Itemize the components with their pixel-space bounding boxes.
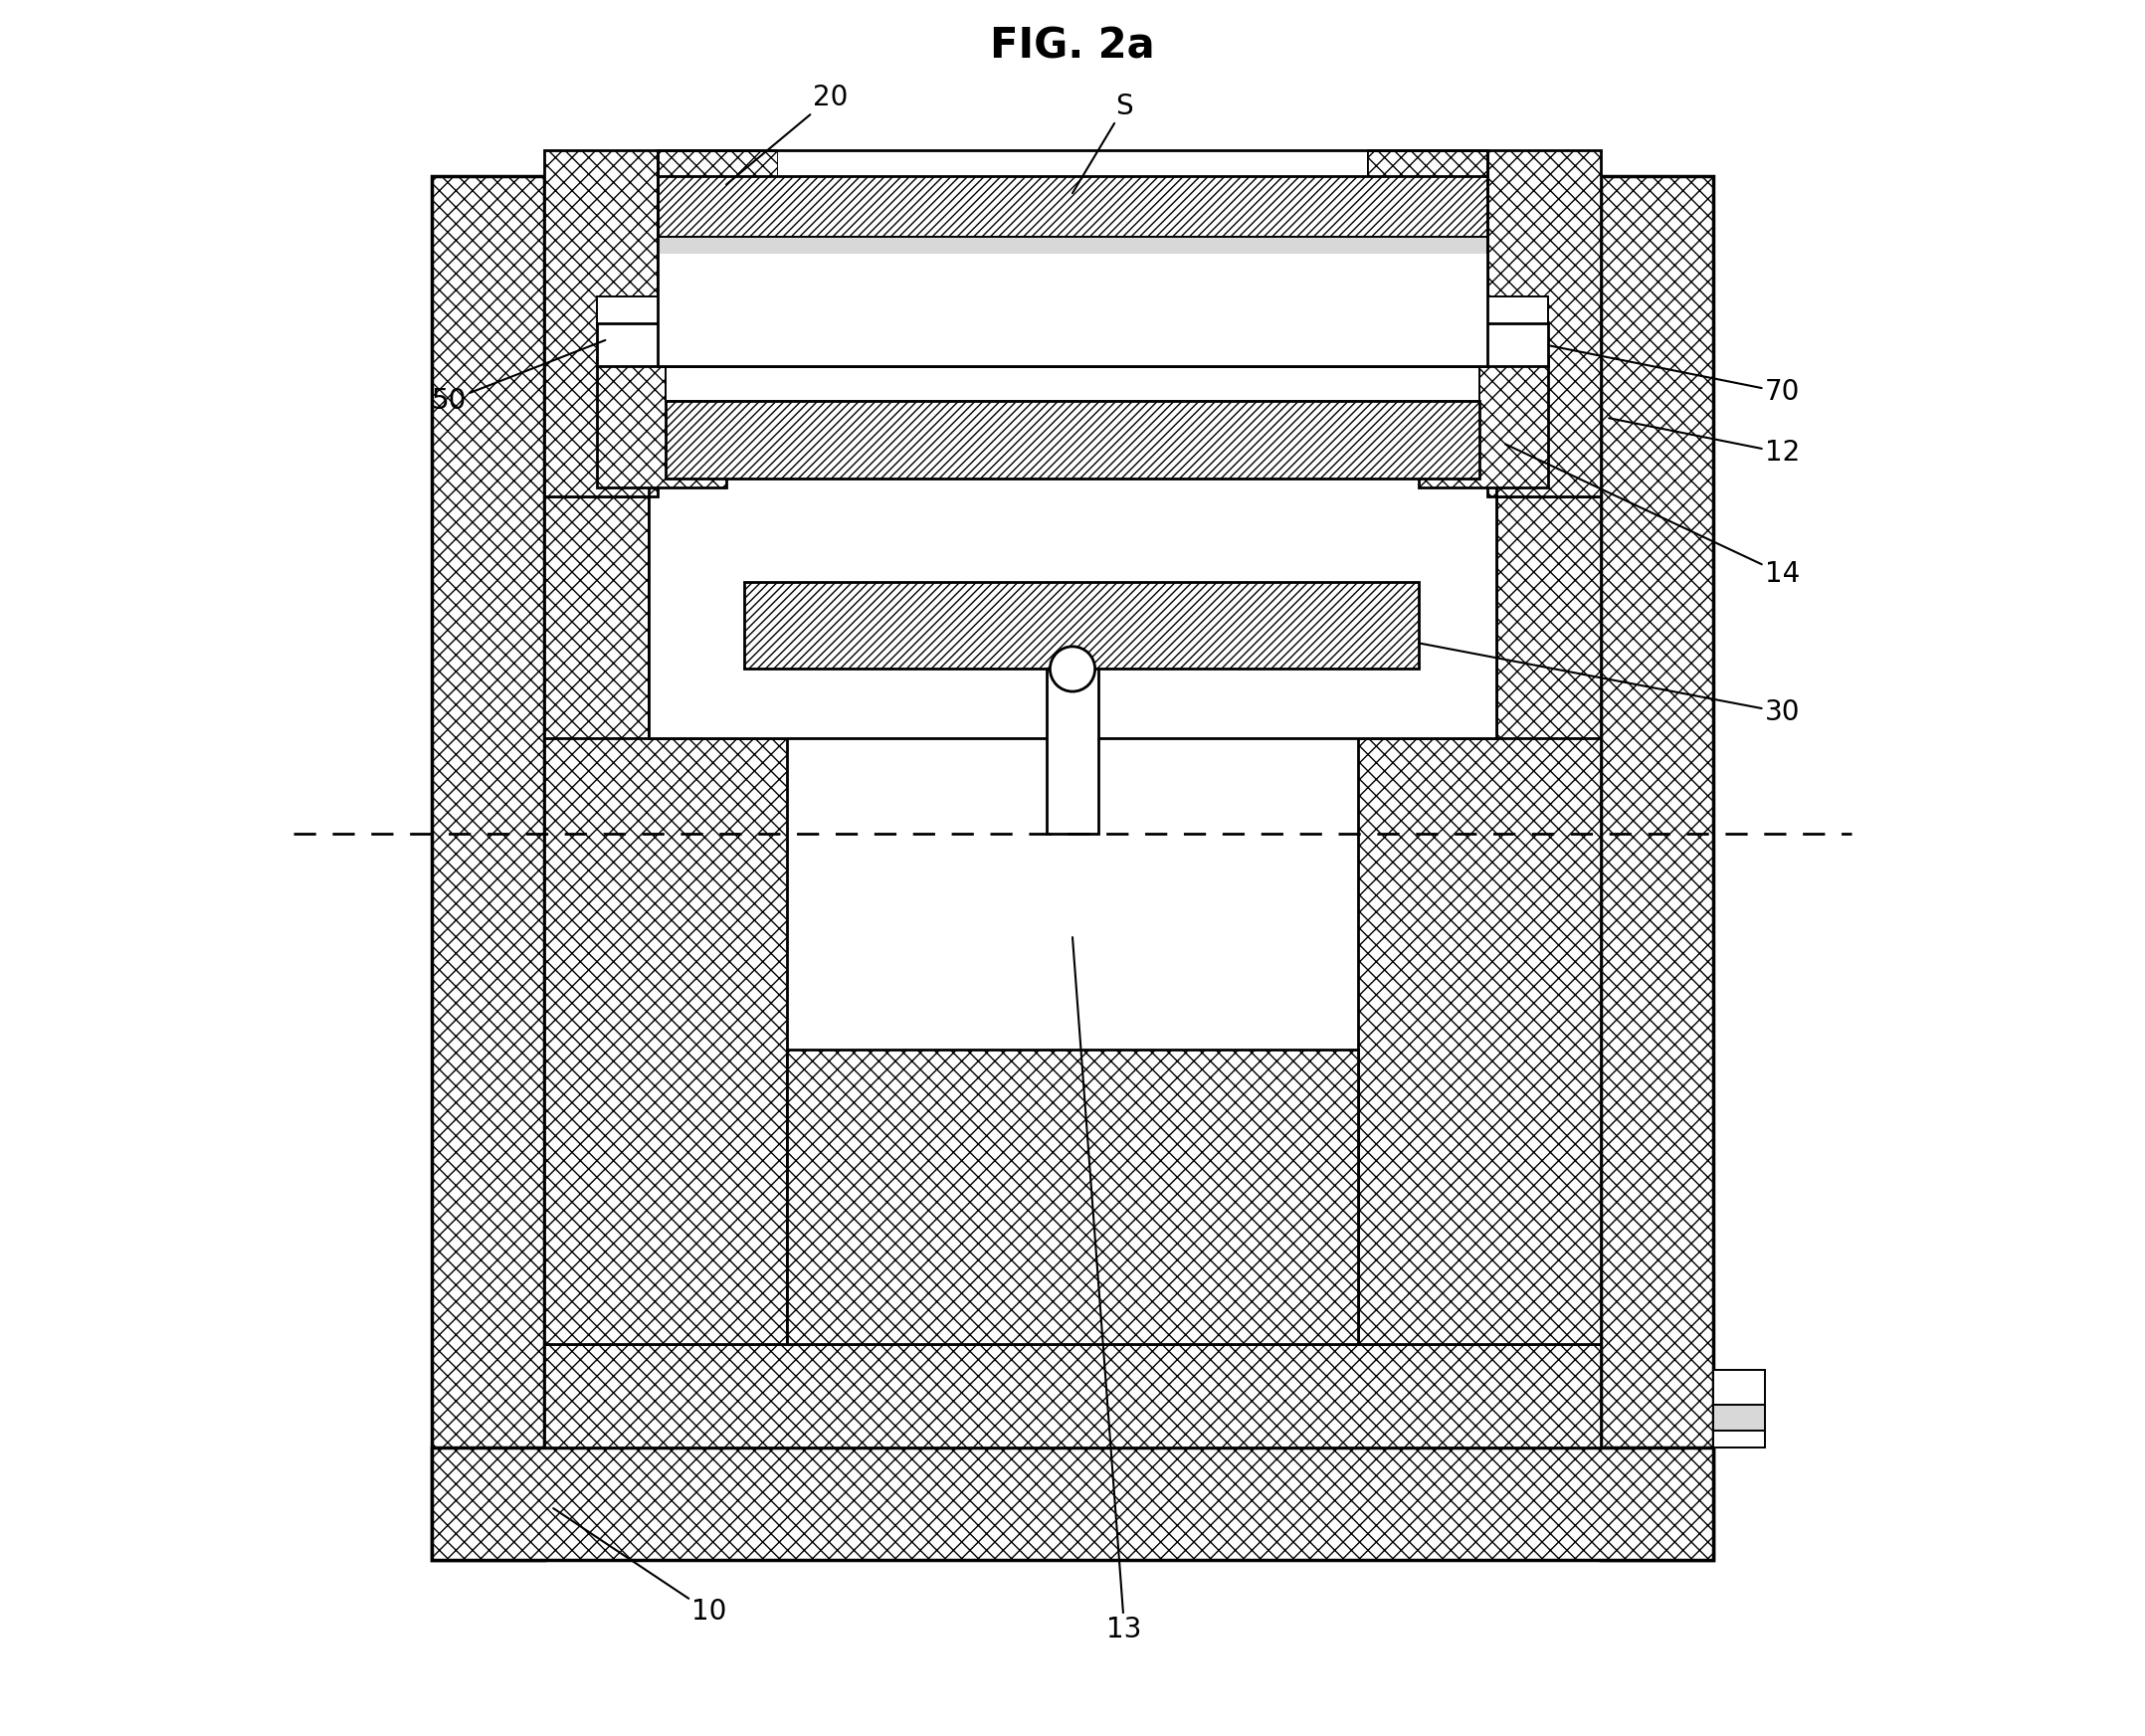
Bar (1489, 149, 1600, 496)
Bar (1366, 149, 1489, 288)
Bar (744, 583, 1418, 668)
Circle shape (1051, 646, 1094, 691)
Bar (656, 175, 1489, 236)
Bar (656, 236, 1489, 262)
Text: 20: 20 (727, 83, 847, 184)
Bar (545, 149, 656, 496)
Bar (1600, 175, 1714, 1561)
Text: 70: 70 (1549, 345, 1800, 406)
Text: S: S (1072, 92, 1133, 193)
Bar (665, 401, 1480, 479)
Bar (665, 366, 1480, 401)
Bar (431, 1448, 1714, 1561)
Bar (596, 323, 1549, 366)
Bar (656, 149, 779, 288)
Text: 50: 50 (431, 340, 605, 415)
Bar (1418, 358, 1549, 488)
Text: 14: 14 (1506, 444, 1800, 589)
Bar (596, 358, 727, 488)
Bar (779, 141, 1366, 236)
Bar (1497, 496, 1600, 1448)
Bar (656, 253, 1489, 366)
Bar (545, 1344, 1600, 1448)
Bar (1714, 1404, 1765, 1430)
Bar (1047, 668, 1098, 833)
Bar (648, 488, 1497, 738)
Text: FIG. 2a: FIG. 2a (991, 24, 1154, 68)
Bar (1714, 1370, 1765, 1448)
Bar (596, 297, 1549, 326)
Text: 30: 30 (1418, 642, 1800, 726)
Bar (787, 1050, 1358, 1344)
Bar (727, 323, 1418, 366)
Text: 13: 13 (1072, 937, 1141, 1644)
Text: 10: 10 (553, 1509, 727, 1627)
Text: 12: 12 (1609, 418, 1800, 467)
Bar (545, 496, 648, 1448)
Bar (545, 738, 787, 1344)
Bar (1358, 738, 1600, 1344)
Bar (431, 175, 545, 1561)
